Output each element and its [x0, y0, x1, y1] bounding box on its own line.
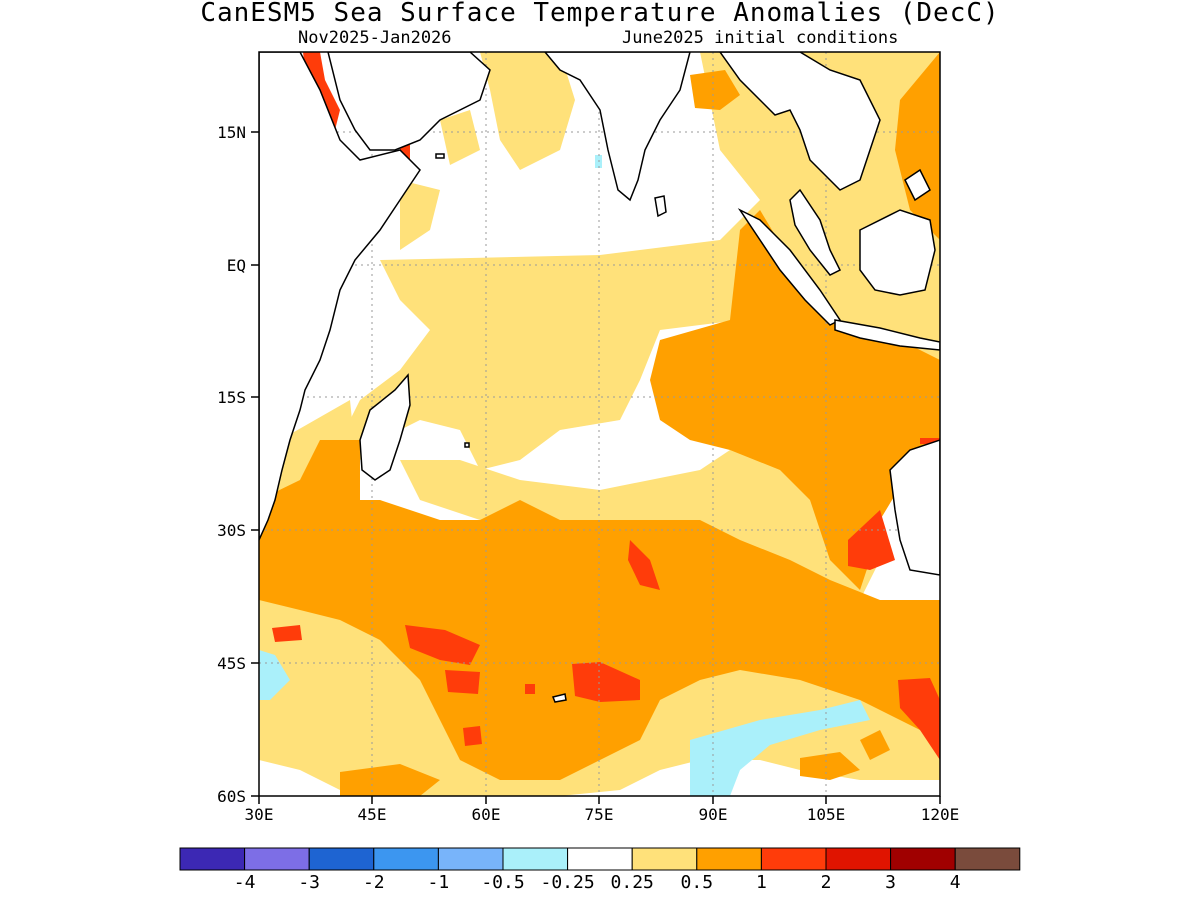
socotra-island [435, 153, 445, 159]
lon-label: 120E [921, 805, 960, 824]
malay-peninsula [789, 188, 842, 276]
lat-label: 15N [217, 123, 246, 142]
colorbar-tick-label: -3 [298, 872, 320, 893]
lon-label: 105E [807, 805, 846, 824]
africa-landmass [259, 52, 421, 541]
lat-label: 15S [217, 388, 246, 407]
lat-label: EQ [227, 256, 246, 275]
colorbar-swatch [567, 847, 633, 871]
lon-label: 75E [585, 805, 614, 824]
colorbar-tick-label: 1 [756, 872, 767, 893]
colorbar-swatch [373, 847, 439, 871]
colorbar-swatch [244, 847, 310, 871]
colorbar-tick-label: 0.5 [681, 872, 714, 893]
philippines-islands [904, 168, 931, 202]
colorbar-swatch [179, 847, 246, 871]
lat-label: 30S [217, 521, 246, 540]
latitude-labels: 15N EQ 15S 30S 45S 60S [217, 123, 246, 806]
axis-ticks [251, 131, 941, 804]
lon-label: 30E [245, 805, 274, 824]
australia-landmass [889, 439, 940, 576]
lat-label: 60S [217, 787, 246, 806]
colorbar-tick-label: 2 [821, 872, 832, 893]
colorbar-swatch [502, 847, 569, 871]
colorbar-tick-label: -4 [234, 872, 256, 893]
map-title: CanESM5 Sea Surface Temperature Anomalie… [200, 0, 1000, 28]
initial-conditions-label: June2025 initial conditions [622, 28, 899, 48]
colorbar-swatch [954, 847, 1021, 871]
kerguelen-island [551, 693, 567, 703]
lat-label: 45S [217, 654, 246, 673]
colorbar [179, 847, 1021, 871]
colorbar-swatch [760, 847, 827, 871]
colorbar-swatch [308, 847, 375, 871]
arabian-peninsula [327, 52, 491, 151]
java-island [834, 319, 940, 351]
colorbar-tick-label: -0.5 [481, 872, 524, 893]
mauritius-island [464, 442, 470, 448]
madagascar-island [359, 373, 411, 481]
forecast-period: Nov2025-Jan2026 [298, 28, 452, 48]
southeast-asia-mainland [719, 52, 881, 191]
colorbar-swatch [437, 847, 504, 871]
lon-label: 60E [472, 805, 501, 824]
sri-lanka [654, 195, 667, 218]
colorbar-tick-label: 3 [885, 872, 896, 893]
borneo-island [859, 209, 936, 296]
colorbar-labels: -4 -3 -2 -1 -0.5 -0.25 0.25 0.5 1 2 3 4 [234, 872, 961, 893]
colorbar-swatch [631, 847, 698, 871]
colorbar-tick-label: 4 [950, 872, 961, 893]
colorbar-swatch [890, 847, 956, 871]
longitude-labels: 30E 45E 60E 75E 90E 105E 120E [245, 805, 960, 824]
colorbar-tick-label: 0.25 [611, 872, 654, 893]
land-masses [259, 52, 940, 703]
colorbar-swatch [825, 847, 892, 871]
anomaly-field [259, 52, 940, 796]
lon-label: 90E [699, 805, 728, 824]
lon-label: 45E [358, 805, 387, 824]
colorbar-swatch [696, 847, 762, 871]
indian-subcontinent [544, 52, 691, 202]
colorbar-tick-label: -0.25 [541, 872, 595, 893]
colorbar-tick-label: -1 [428, 872, 450, 893]
colorbar-tick-label: -2 [363, 872, 385, 893]
